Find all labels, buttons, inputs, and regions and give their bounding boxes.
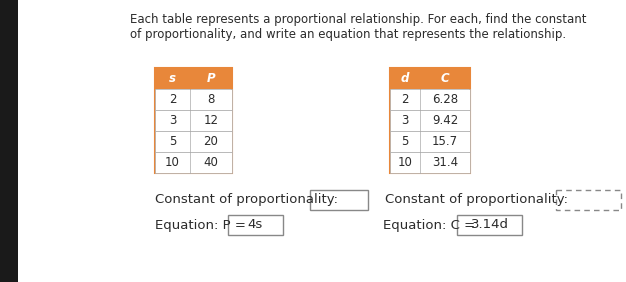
Text: Constant of proportionality:: Constant of proportionality:: [155, 193, 338, 206]
Text: Each table represents a proportional relationship. For each, find the constant: Each table represents a proportional rel…: [130, 13, 587, 26]
Bar: [155, 131, 232, 152]
Text: 3: 3: [169, 114, 176, 127]
Text: d: d: [401, 72, 409, 85]
Text: 20: 20: [203, 135, 218, 148]
Text: 4s: 4s: [248, 219, 263, 232]
Text: 10: 10: [165, 156, 180, 169]
Bar: [155, 152, 232, 173]
Text: 15.7: 15.7: [432, 135, 458, 148]
Text: P: P: [207, 72, 215, 85]
Bar: [390, 68, 470, 89]
Text: Constant of proportionality:: Constant of proportionality:: [385, 193, 568, 206]
Bar: [0, 0, 18, 282]
Text: 8: 8: [207, 93, 215, 106]
Text: 9.42: 9.42: [432, 114, 458, 127]
Bar: [390, 110, 470, 131]
Bar: [457, 215, 522, 235]
Text: 2: 2: [169, 93, 177, 106]
Bar: [228, 215, 283, 235]
Text: C: C: [441, 72, 449, 85]
Bar: [155, 68, 232, 89]
Text: 5: 5: [401, 135, 409, 148]
Text: 3: 3: [401, 114, 409, 127]
Bar: [155, 68, 232, 173]
Text: 2: 2: [401, 93, 409, 106]
Text: s: s: [169, 72, 176, 85]
Text: of proportionality, and write an equation that represents the relationship.: of proportionality, and write an equatio…: [130, 28, 566, 41]
Bar: [390, 131, 470, 152]
Text: 3.14d: 3.14d: [471, 219, 508, 232]
Bar: [155, 110, 232, 131]
Text: 31.4: 31.4: [432, 156, 458, 169]
Text: 5: 5: [169, 135, 176, 148]
Bar: [390, 89, 470, 110]
Text: 6.28: 6.28: [432, 93, 458, 106]
Bar: [155, 89, 232, 110]
Text: Equation: P =: Equation: P =: [155, 219, 246, 232]
Bar: [556, 190, 621, 210]
Bar: [390, 152, 470, 173]
Text: 10: 10: [398, 156, 413, 169]
Bar: [310, 190, 368, 210]
Text: 12: 12: [203, 114, 218, 127]
Text: 40: 40: [203, 156, 218, 169]
Bar: [390, 68, 470, 173]
Text: Equation: C =: Equation: C =: [383, 219, 475, 232]
